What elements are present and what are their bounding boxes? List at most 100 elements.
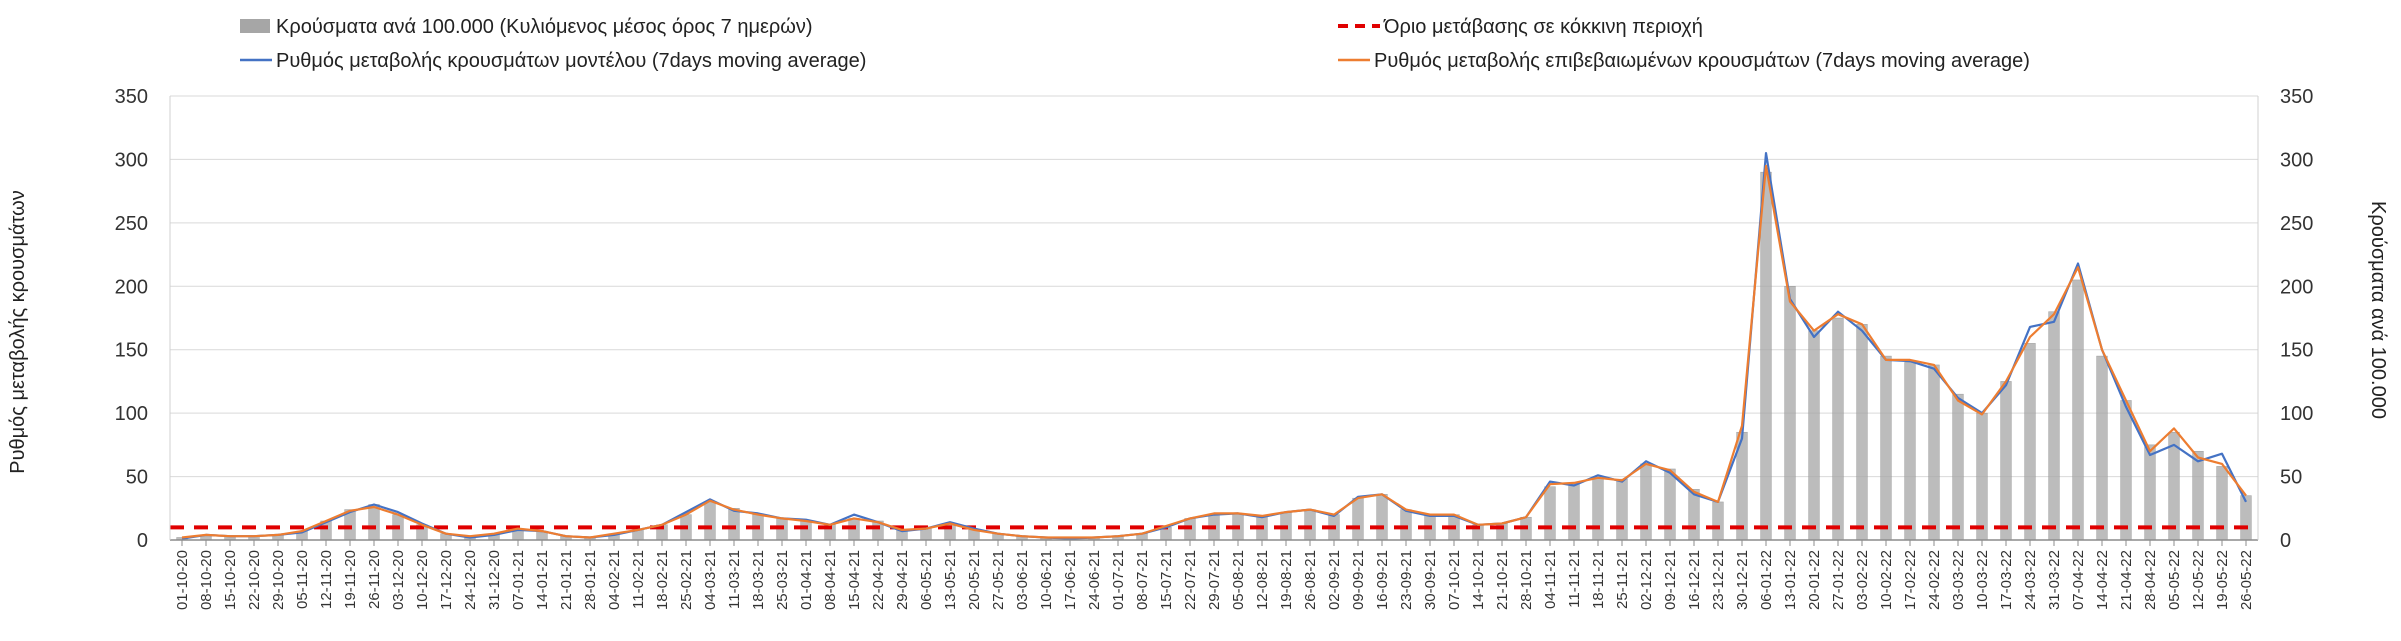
bar bbox=[1712, 501, 1724, 541]
legend-swatch bbox=[240, 19, 270, 33]
x-tick-label: 26-05-22 bbox=[2238, 550, 2255, 610]
x-tick-label: 02-09-21 bbox=[1326, 550, 1343, 610]
x-tick-label: 15-04-21 bbox=[846, 550, 863, 610]
bar bbox=[1880, 355, 1892, 541]
x-tick-label: 15-07-21 bbox=[1158, 550, 1175, 610]
x-tick-label: 16-09-21 bbox=[1374, 550, 1391, 610]
x-tick-label: 16-12-21 bbox=[1686, 550, 1703, 610]
x-tick-label: 09-12-21 bbox=[1662, 550, 1679, 610]
bar bbox=[1304, 509, 1316, 541]
x-tick-label: 19-08-21 bbox=[1278, 550, 1295, 610]
x-tick-label: 19-05-22 bbox=[2214, 550, 2231, 610]
x-tick-label: 08-10-20 bbox=[198, 550, 215, 610]
x-tick-label: 24-12-20 bbox=[462, 550, 479, 610]
x-tick-label: 25-03-21 bbox=[774, 550, 791, 610]
x-tick-label: 04-03-21 bbox=[702, 550, 719, 610]
bar bbox=[1664, 468, 1676, 541]
x-tick-label: 14-10-21 bbox=[1470, 550, 1487, 610]
x-tick-label: 03-12-20 bbox=[390, 550, 407, 610]
y-tick-label-left: 100 bbox=[115, 403, 148, 425]
x-tick-label: 08-07-21 bbox=[1134, 550, 1151, 610]
x-tick-label: 11-03-21 bbox=[726, 550, 743, 609]
bar bbox=[1832, 317, 1844, 541]
gridlines bbox=[170, 95, 2258, 478]
x-tick-label: 05-08-21 bbox=[1230, 550, 1247, 610]
line-series bbox=[181, 152, 2247, 540]
x-tick-label: 09-09-21 bbox=[1350, 550, 1367, 610]
x-tick-label: 24-03-22 bbox=[2022, 550, 2039, 610]
bar bbox=[1376, 494, 1388, 541]
y-tick-label-left: 0 bbox=[137, 530, 148, 552]
x-tick-label: 25-11-21 bbox=[1614, 550, 1631, 609]
x-tick-label: 18-11-21 bbox=[1590, 550, 1607, 609]
y-axis-label-right: Κρούσματα ανά 100.000 bbox=[2367, 201, 2389, 419]
x-tick-label: 10-03-22 bbox=[1974, 550, 1991, 610]
x-tick-label: 20-01-22 bbox=[1806, 550, 1823, 610]
bar bbox=[800, 520, 812, 541]
bar bbox=[1856, 324, 1868, 541]
y-tick-label-left: 350 bbox=[115, 86, 148, 108]
x-tick-label: 14-04-22 bbox=[2094, 550, 2111, 610]
legend-item: Κρούσματα ανά 100.000 (Κυλιόμενος μέσος … bbox=[240, 16, 813, 38]
y-axis-label-left: Ρυθμός μεταβολής κρουσμάτων bbox=[7, 190, 29, 474]
y-tick-label-right: 100 bbox=[2280, 403, 2313, 425]
tick-labels: 0 0 50 50 100 100 150 150 200 200 250 250 300 300 350 3… bbox=[115, 86, 2314, 610]
x-tick-label: 21-10-21 bbox=[1494, 550, 1511, 610]
x-tick-label: 14-01-21 bbox=[534, 550, 551, 610]
bar bbox=[2048, 311, 2060, 541]
y-tick-label-left: 150 bbox=[115, 340, 148, 362]
y-tick-label-left: 50 bbox=[126, 467, 148, 489]
x-tick-label: 12-08-21 bbox=[1254, 550, 1271, 610]
bar bbox=[1688, 489, 1700, 541]
x-tick-label: 04-11-21 bbox=[1542, 550, 1559, 609]
x-tick-label: 27-01-22 bbox=[1830, 550, 1847, 610]
y-tick-label-right: 150 bbox=[2280, 340, 2313, 362]
y-tick-label-right: 250 bbox=[2280, 213, 2313, 235]
x-tick-label: 21-01-21 bbox=[558, 550, 575, 610]
x-tick-label: 28-10-21 bbox=[1518, 550, 1535, 610]
bar-series bbox=[176, 171, 2252, 541]
bar bbox=[1784, 286, 1796, 541]
x-tick-label: 05-05-22 bbox=[2166, 550, 2183, 610]
x-tick-label: 28-01-21 bbox=[582, 550, 599, 610]
x-tick-label: 27-05-21 bbox=[990, 550, 1007, 610]
x-tick-label: 03-02-22 bbox=[1854, 550, 1871, 610]
bar bbox=[728, 508, 740, 541]
x-tick-label: 05-11-20 bbox=[294, 550, 311, 609]
y-tick-label-right: 300 bbox=[2280, 149, 2313, 171]
x-tick-label: 25-02-21 bbox=[678, 550, 695, 610]
legend-item: Όριο μετάβασης σε κόκκινη περιοχή bbox=[1338, 16, 1703, 38]
bar bbox=[1568, 482, 1580, 541]
y-tick-label-left: 200 bbox=[115, 276, 148, 298]
x-tick-label: 23-12-21 bbox=[1710, 550, 1727, 610]
legend-item: Ρυθμός μεταβολής κρουσμάτων μοντέλου (7d… bbox=[240, 50, 866, 72]
bar bbox=[1400, 509, 1412, 541]
legend-label: Όριο μετάβασης σε κόκκινη περιοχή bbox=[1383, 16, 1703, 38]
y-tick-label-right: 0 bbox=[2280, 530, 2291, 552]
bar bbox=[2000, 381, 2012, 541]
x-tick-label: 30-09-21 bbox=[1422, 550, 1439, 610]
x-tick-label: 03-03-22 bbox=[1950, 550, 1967, 610]
bar bbox=[1616, 478, 1628, 541]
bar bbox=[368, 504, 380, 541]
bar bbox=[2024, 343, 2036, 541]
x-tick-label: 24-02-22 bbox=[1926, 550, 1943, 610]
x-tick-label: 17-03-22 bbox=[1998, 550, 2015, 610]
y-tick-label-right: 200 bbox=[2280, 276, 2313, 298]
x-tick-label: 13-05-21 bbox=[942, 550, 959, 610]
x-tick-label: 17-02-22 bbox=[1902, 550, 1919, 610]
x-tick-label: 10-02-22 bbox=[1878, 550, 1895, 610]
x-tick-label: 11-11-21 bbox=[1566, 550, 1583, 608]
x-tick-label: 30-12-21 bbox=[1734, 550, 1751, 610]
x-tick-label: 07-01-21 bbox=[510, 550, 527, 610]
x-tick-label: 06-05-21 bbox=[918, 550, 935, 610]
x-tick-label: 10-12-20 bbox=[414, 550, 431, 610]
x-tick-label: 01-07-21 bbox=[1110, 550, 1127, 610]
bar bbox=[1544, 486, 1556, 541]
y-tick-label-left: 300 bbox=[115, 149, 148, 171]
x-tick-label: 18-03-21 bbox=[750, 550, 767, 610]
x-tick-label: 28-04-22 bbox=[2142, 550, 2159, 610]
legend-label: Ρυθμός μεταβολής κρουσμάτων μοντέλου (7d… bbox=[276, 50, 866, 72]
x-tick-label: 10-06-21 bbox=[1038, 550, 1055, 610]
bar bbox=[2072, 279, 2084, 541]
